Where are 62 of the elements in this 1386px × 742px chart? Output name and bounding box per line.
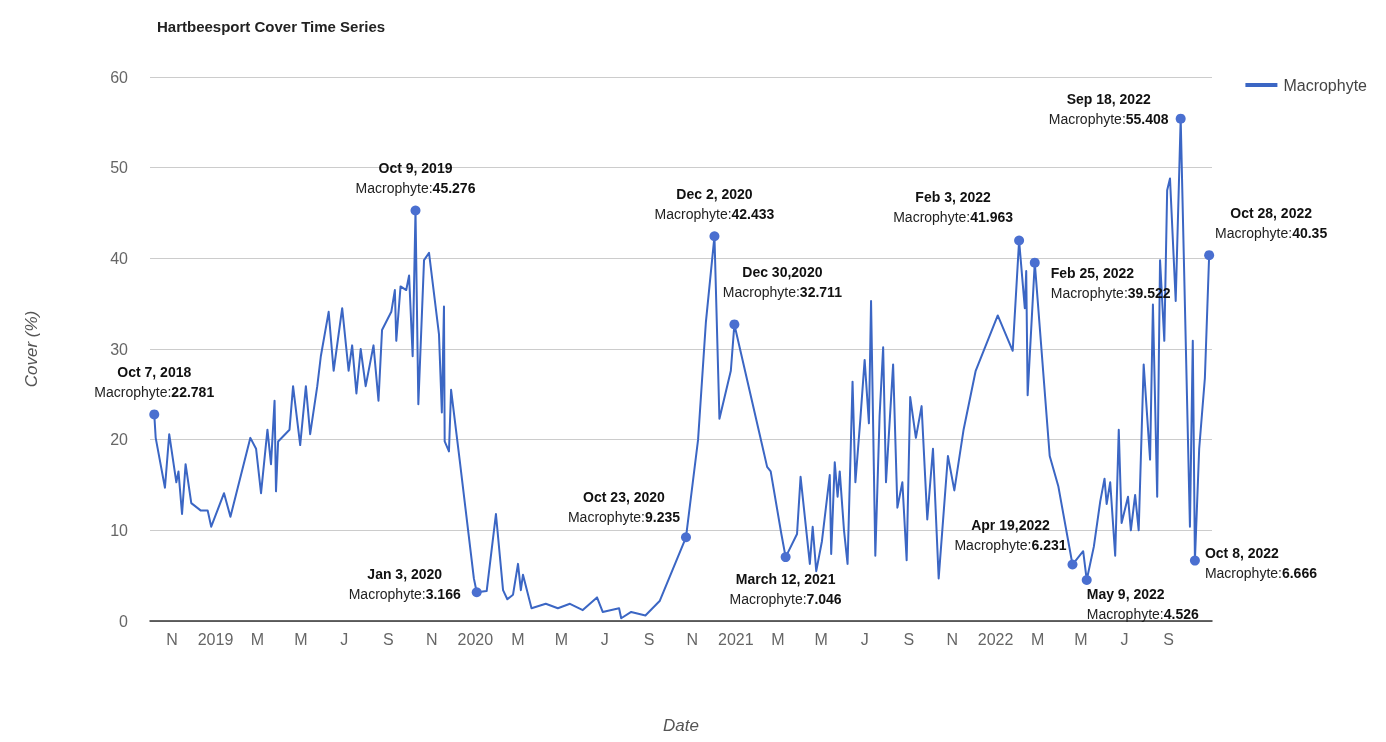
x-tick-label: S [903,630,915,648]
annotation: Apr 19,2022 Macrophyte:6.231 [954,516,1067,553]
x-tick-label: 2022 [977,630,1014,648]
point [709,231,720,242]
x-tick-label: J [340,630,349,648]
point [149,409,160,420]
x-tick-label: M [294,630,308,648]
point [1204,250,1215,261]
y-tick-label: 40 [110,249,129,267]
point [1175,113,1186,124]
point [680,532,691,543]
y-axis-title: Cover (%) [22,310,41,388]
point [1189,555,1200,566]
point [1081,574,1092,585]
y-tick-label: 60 [110,68,129,86]
x-tick-label: N [426,630,438,648]
y-tick-label: 0 [119,612,129,630]
point [780,552,791,563]
annotation: Dec 2, 2020 Macrophyte:42.433 [654,186,775,223]
annotation: Jan 3, 2020 Macrophyte:3.166 [348,566,461,603]
annotation: March 12, 2021 Macrophyte:7.046 [729,571,842,608]
x-tick-label: M [814,630,828,648]
annotation: Oct 23, 2020 Macrophyte:9.235 [567,489,681,526]
x-tick-label: M [250,630,265,648]
x-tick-label: J [600,630,609,648]
x-axis-title: Date [663,716,699,735]
y-tick-label: 50 [110,159,129,177]
x-tick-label: N [686,630,699,648]
legend-label: Macrophyte [1283,76,1368,94]
point [729,319,740,330]
annotation: Oct 9, 2019 Macrophyte:45.276 [355,160,476,197]
x-tick-label: M [1030,630,1045,648]
x-tick-label: J [1120,630,1129,648]
annotation: Feb 3, 2022 Macrophyte:41.963 [893,188,1014,225]
annotation: Sep 18, 2022 Macrophyte:55.408 [1048,90,1169,127]
annotation: May 9, 2022 Macrophyte:4.526 [1086,585,1200,622]
x-tick-label: S [643,630,655,648]
x-tick-label: 2021 [718,630,754,648]
x-tick-label: J [860,630,869,648]
point [1014,235,1025,246]
x-tick-label: M [554,630,569,648]
x-tick-label: S [383,630,394,648]
x-tick-label: M [771,630,785,648]
y-tick-label: 20 [110,431,129,449]
x-tick-label: S [1163,630,1174,648]
annotation: Oct 7, 2018 Macrophyte:22.781 [94,364,215,401]
x-tick-label: 2020 [457,630,494,648]
point [1029,257,1040,268]
x-tick-label: M [511,630,525,648]
point [471,587,482,598]
point [1067,559,1078,570]
x-tick-label: N [166,630,178,648]
chart-title: Hartbeesport Cover Time Series [157,18,386,35]
x-tick-label: 2019 [197,630,234,648]
annotation: Oct 8, 2022 Macrophyte:6.666 [1204,544,1318,581]
annotation: Dec 30,2020 Macrophyte:32.711 [722,264,843,301]
y-tick-label: 10 [110,521,129,539]
annotation: Oct 28, 2022 Macrophyte:40.35 [1215,205,1328,242]
point [410,205,421,216]
x-tick-label: M [1074,630,1088,648]
x-tick-label: N [946,630,958,648]
y-tick-label: 30 [110,340,129,358]
